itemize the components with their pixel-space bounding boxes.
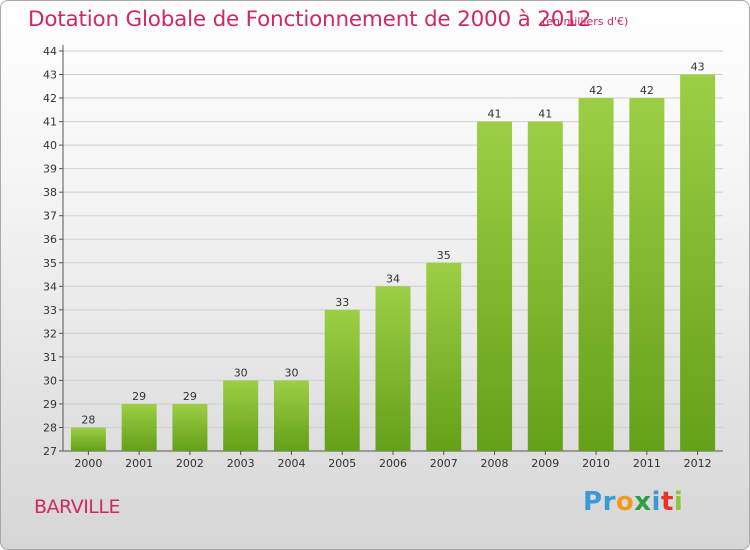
bar bbox=[578, 98, 614, 451]
bar-value-label: 30 bbox=[284, 366, 298, 379]
x-tick-label: 2011 bbox=[633, 457, 661, 470]
y-tick-label: 32 bbox=[43, 327, 57, 340]
unit-label: (en milliers d'€) bbox=[542, 15, 629, 28]
y-tick-label: 36 bbox=[43, 233, 57, 246]
bar-value-label: 33 bbox=[335, 296, 349, 309]
bar bbox=[273, 380, 309, 451]
bar-value-label: 41 bbox=[538, 108, 552, 121]
logo-letter: i bbox=[673, 487, 684, 517]
y-tick-label: 29 bbox=[43, 398, 57, 411]
x-tick-label: 2002 bbox=[176, 457, 204, 470]
x-tick-label: 2007 bbox=[430, 457, 458, 470]
commune-name: BARVILLE bbox=[34, 496, 120, 518]
bar-value-label: 42 bbox=[640, 84, 654, 97]
y-tick-label: 41 bbox=[43, 116, 57, 129]
x-tick-label: 2012 bbox=[684, 457, 712, 470]
y-tick-label: 40 bbox=[43, 139, 57, 152]
bar-value-label: 41 bbox=[488, 108, 502, 121]
x-tick-label: 2008 bbox=[481, 457, 509, 470]
logo-letter: t bbox=[660, 487, 674, 517]
bar bbox=[477, 121, 513, 452]
y-tick-label: 30 bbox=[43, 374, 57, 387]
logo-letter: o bbox=[615, 487, 635, 517]
x-tick-label: 2006 bbox=[379, 457, 407, 470]
bar-value-label: 42 bbox=[589, 84, 603, 97]
bar bbox=[527, 121, 563, 452]
bar-value-label: 28 bbox=[81, 413, 95, 426]
bar bbox=[121, 403, 157, 451]
bar bbox=[70, 427, 106, 451]
bar bbox=[426, 262, 462, 451]
logo-letter: r bbox=[602, 487, 616, 517]
bar-value-label: 30 bbox=[234, 366, 248, 379]
y-tick-label: 42 bbox=[43, 92, 57, 105]
proxiti-logo: Proxiti bbox=[583, 487, 683, 517]
y-tick-label: 35 bbox=[43, 257, 57, 270]
y-tick-label: 37 bbox=[43, 210, 57, 223]
chart-title: Dotation Globale de Fonctionnement de 20… bbox=[28, 7, 592, 32]
x-tick-label: 2005 bbox=[328, 457, 356, 470]
x-tick-label: 2000 bbox=[74, 457, 102, 470]
bar-value-label: 29 bbox=[183, 390, 197, 403]
x-tick-label: 2009 bbox=[531, 457, 559, 470]
y-tick-label: 31 bbox=[43, 351, 57, 364]
bar bbox=[324, 309, 360, 451]
y-tick-label: 38 bbox=[43, 186, 57, 199]
bar bbox=[172, 403, 208, 451]
bar-value-label: 29 bbox=[132, 390, 146, 403]
y-tick-label: 34 bbox=[43, 280, 57, 293]
bar bbox=[375, 286, 411, 451]
bar bbox=[629, 98, 665, 451]
y-tick-label: 28 bbox=[43, 421, 57, 434]
x-tick-label: 2003 bbox=[227, 457, 255, 470]
y-tick-label: 43 bbox=[43, 69, 57, 82]
bar-value-label: 43 bbox=[691, 61, 705, 74]
x-tick-label: 2001 bbox=[125, 457, 153, 470]
y-tick-label: 27 bbox=[43, 445, 57, 458]
bar-value-label: 34 bbox=[386, 272, 400, 285]
bar-value-label: 35 bbox=[437, 249, 451, 262]
y-tick-label: 39 bbox=[43, 163, 57, 176]
y-tick-label: 44 bbox=[43, 45, 57, 58]
logo-letter: i bbox=[651, 487, 661, 517]
x-tick-label: 2004 bbox=[277, 457, 305, 470]
x-tick-label: 2010 bbox=[582, 457, 610, 470]
y-tick-label: 33 bbox=[43, 304, 57, 317]
logo-letter: x bbox=[634, 487, 652, 517]
logo-letter: P bbox=[583, 487, 603, 517]
bar bbox=[680, 74, 716, 451]
bar bbox=[223, 380, 259, 451]
